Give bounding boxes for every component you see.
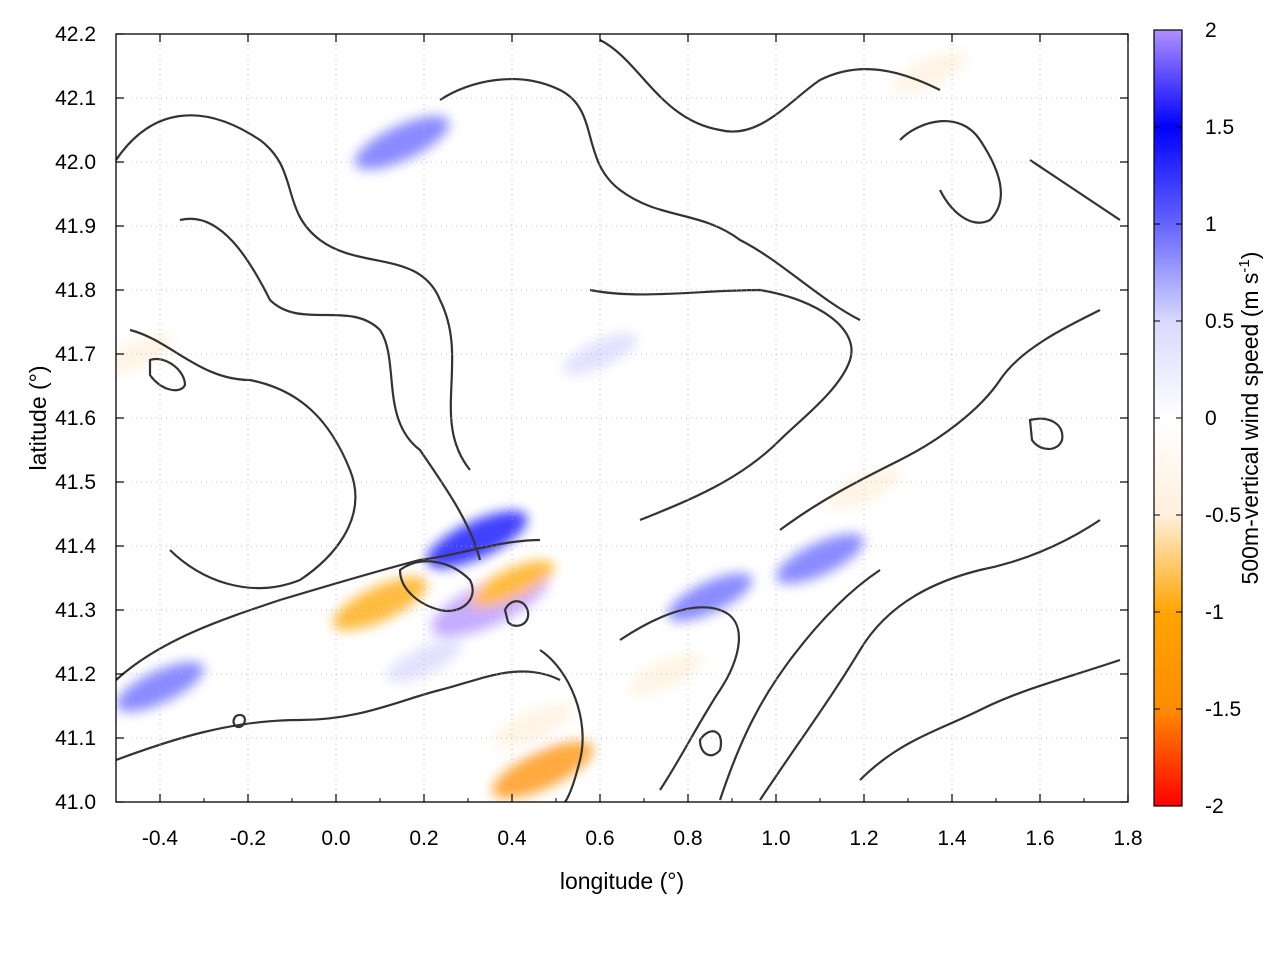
heatmap-cell — [386, 640, 462, 683]
heatmap-cell — [775, 533, 865, 584]
contour-line — [439, 78, 861, 321]
contour-line — [698, 730, 723, 757]
contour-line — [179, 217, 482, 561]
x-tick-label: 0.0 — [321, 827, 350, 850]
colorbar-tick-label: 2 — [1205, 19, 1217, 42]
contour-line — [539, 649, 584, 802]
y-axis-label: latitude (°) — [25, 365, 51, 470]
heatmap-cell — [116, 333, 174, 375]
contour-line — [116, 670, 561, 762]
heatmap-layer — [116, 51, 968, 799]
heatmap-cell — [332, 576, 428, 631]
y-tick-label: 42.1 — [55, 87, 96, 110]
y-tick-label: 42.0 — [55, 151, 96, 174]
x-tick-label: 0.8 — [673, 827, 702, 850]
y-tick-label: 41.2 — [55, 663, 96, 686]
contour-line — [779, 309, 1101, 531]
y-tick-label: 41.7 — [55, 343, 96, 366]
y-tick-label: 41.1 — [55, 727, 96, 750]
colorbar-tick-label: 1.5 — [1205, 116, 1234, 139]
contour-line — [1029, 159, 1121, 221]
contour-line — [859, 658, 1121, 781]
colorbar-tick-label: 0.5 — [1205, 310, 1234, 333]
colorbar-tick-label: 1 — [1205, 213, 1217, 236]
y-tick-label: 41.5 — [55, 471, 96, 494]
contour-line — [619, 606, 741, 791]
x-tick-label: -0.2 — [230, 827, 266, 850]
x-tick-label: 0.6 — [585, 827, 614, 850]
contour-line — [116, 538, 541, 681]
x-tick-label: 1.2 — [849, 827, 878, 850]
x-tick-label: 1.0 — [761, 827, 790, 850]
y-tick-label: 41.6 — [55, 407, 96, 430]
contour-line — [599, 39, 941, 133]
heatmap-cell — [492, 741, 594, 799]
colorbar-axis: 2 1.5 1 0.5 0 -0.5 -1 -1.5 -2 — [1154, 19, 1241, 818]
colorbar-tick-label: -1.5 — [1205, 698, 1241, 721]
y-tick-label: 41.9 — [55, 215, 96, 238]
y-axis: 41.0 41.1 41.2 41.3 41.4 41.5 41.6 41.7 41.8 41.9… — [55, 23, 1128, 814]
contour-line — [148, 357, 187, 392]
y-tick-label: 42.2 — [55, 23, 96, 46]
contour-line — [1028, 417, 1064, 451]
y-tick-label: 41.0 — [55, 791, 96, 814]
x-tick-label: 0.2 — [409, 827, 438, 850]
x-axis: -0.4 -0.2 0.0 0.2 0.4 0.6 0.8 1.0 1.2 1.4 1.6 1.8 — [142, 34, 1143, 850]
x-axis-label: longitude (°) — [560, 868, 684, 894]
x-tick-label: -0.4 — [142, 827, 179, 850]
x-tick-label: 0.4 — [497, 827, 527, 850]
contour-line — [129, 328, 357, 590]
contour-line — [589, 288, 853, 522]
y-tick-label: 41.4 — [55, 535, 96, 558]
colorbar-tick-label: 0 — [1205, 407, 1217, 430]
colorbar-tick-label: -0.5 — [1205, 504, 1241, 527]
y-tick-label: 41.8 — [55, 279, 96, 302]
x-tick-label: 1.4 — [937, 827, 967, 850]
heatmap-cell — [892, 51, 968, 94]
colorbar-tick-label: -2 — [1205, 795, 1224, 818]
y-tick-label: 41.3 — [55, 599, 96, 622]
heatmap-blobs — [116, 51, 968, 799]
colorbar-tick-label: -1 — [1205, 601, 1224, 624]
contour-line — [759, 519, 1101, 801]
heatmap-cell — [826, 467, 902, 510]
heatmap-cell — [494, 703, 574, 748]
x-tick-label: 1.6 — [1025, 827, 1054, 850]
contour-layer — [116, 39, 1121, 802]
contour-line — [899, 119, 1002, 224]
contour-line — [398, 560, 474, 613]
contour-line — [503, 600, 530, 627]
contour-line — [116, 114, 471, 471]
contour-line — [718, 569, 881, 801]
x-tick-label: 1.8 — [1113, 827, 1142, 850]
heatmap-cell — [354, 115, 450, 170]
contour-line — [232, 713, 246, 729]
colorbar-label: 500m-vertical wind speed (m s-1) — [1236, 252, 1263, 585]
heatmap-cell — [116, 661, 205, 712]
